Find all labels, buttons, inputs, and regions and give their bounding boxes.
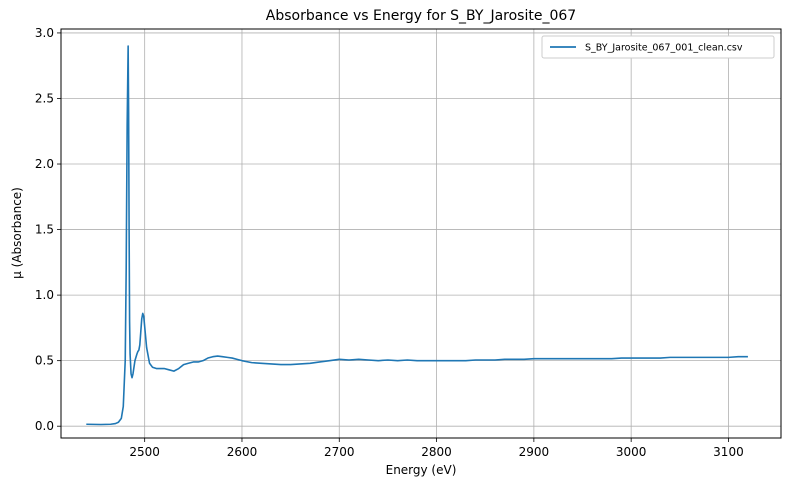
y-axis: 0.0 0.5 1.0 1.5 2.0 2.5 3.0 — [35, 26, 61, 433]
plot-frame — [60, 28, 782, 439]
x-tick-label: 2600 — [227, 445, 258, 459]
legend: S_BY_Jarosite_067_001_clean.csv — [541, 35, 775, 59]
legend-label: S_BY_Jarosite_067_001_clean.csv — [585, 43, 743, 54]
x-tick-label: 3000 — [616, 445, 647, 459]
plot-area — [86, 45, 748, 426]
x-tick-label: 3100 — [713, 445, 744, 459]
x-tick-label: 2900 — [519, 445, 550, 459]
legend-box — [541, 35, 775, 59]
grid — [61, 29, 781, 438]
y-tick-label: 0.5 — [35, 354, 54, 368]
y-tick-label: 2.0 — [35, 157, 54, 171]
chart-title: Absorbance vs Energy for S_BY_Jarosite_0… — [266, 8, 576, 24]
y-tick-label: 0.0 — [35, 419, 54, 433]
x-tick-label: 2800 — [421, 445, 452, 459]
y-tick-label: 2.5 — [35, 91, 54, 105]
y-axis-label: μ (Absorbance) — [10, 187, 24, 279]
y-tick-label: 1.0 — [35, 288, 54, 302]
y-tick-label: 1.5 — [35, 223, 54, 237]
y-tick-label: 3.0 — [35, 26, 54, 40]
x-tick-label: 2700 — [324, 445, 355, 459]
x-tick-label: 2500 — [129, 445, 160, 459]
series-line — [86, 45, 748, 426]
x-axis-label: Energy (eV) — [386, 463, 457, 477]
x-axis: 2500 2600 2700 2800 2900 3000 3100 — [129, 438, 744, 459]
